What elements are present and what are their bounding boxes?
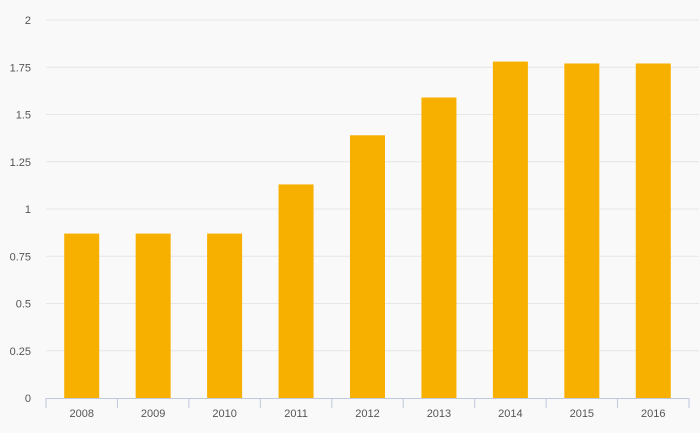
y-axis-tick-labels: 0 0.25 0.5 0.75 1 1.25 1.5 1.75 2 <box>10 15 31 405</box>
x-tick-label: 2016 <box>641 408 665 420</box>
y-tick-label: 1.5 <box>16 110 31 122</box>
x-tick-label: 2011 <box>284 408 308 420</box>
bar-2011[interactable] <box>278 184 314 398</box>
bar-2008[interactable] <box>64 233 100 398</box>
y-tick-label: 2 <box>25 15 31 27</box>
y-tick-label: 1.25 <box>10 157 31 169</box>
x-tick-label: 2014 <box>498 408 522 420</box>
x-axis <box>45 398 690 408</box>
x-tick-label: 2015 <box>570 408 594 420</box>
x-tick-label: 2009 <box>141 408 165 420</box>
x-tick-label: 2010 <box>212 408 236 420</box>
bar-2016[interactable] <box>635 63 671 398</box>
x-axis-tick-labels: 2008 2009 2010 2011 2012 2013 2014 2015 2016 <box>69 408 665 420</box>
y-tick-label: 0.5 <box>16 299 31 311</box>
x-tick-label: 2008 <box>69 408 93 420</box>
x-tick-label: 2012 <box>355 408 379 420</box>
bar-2015[interactable] <box>564 63 600 398</box>
bar-2009[interactable] <box>135 233 171 398</box>
y-tick-label: 0.75 <box>10 251 31 263</box>
bar-2013[interactable] <box>421 97 457 399</box>
bar-2012[interactable] <box>350 135 385 399</box>
bar-2014[interactable] <box>492 61 528 398</box>
bar-2010[interactable] <box>207 233 243 398</box>
y-tick-label: 1 <box>25 204 31 216</box>
bars <box>64 61 671 399</box>
y-tick-label: 0.25 <box>10 346 31 358</box>
y-tick-label: 1.75 <box>10 62 31 74</box>
y-tick-label: 0 <box>25 393 31 405</box>
x-tick-label: 2013 <box>427 408 451 420</box>
